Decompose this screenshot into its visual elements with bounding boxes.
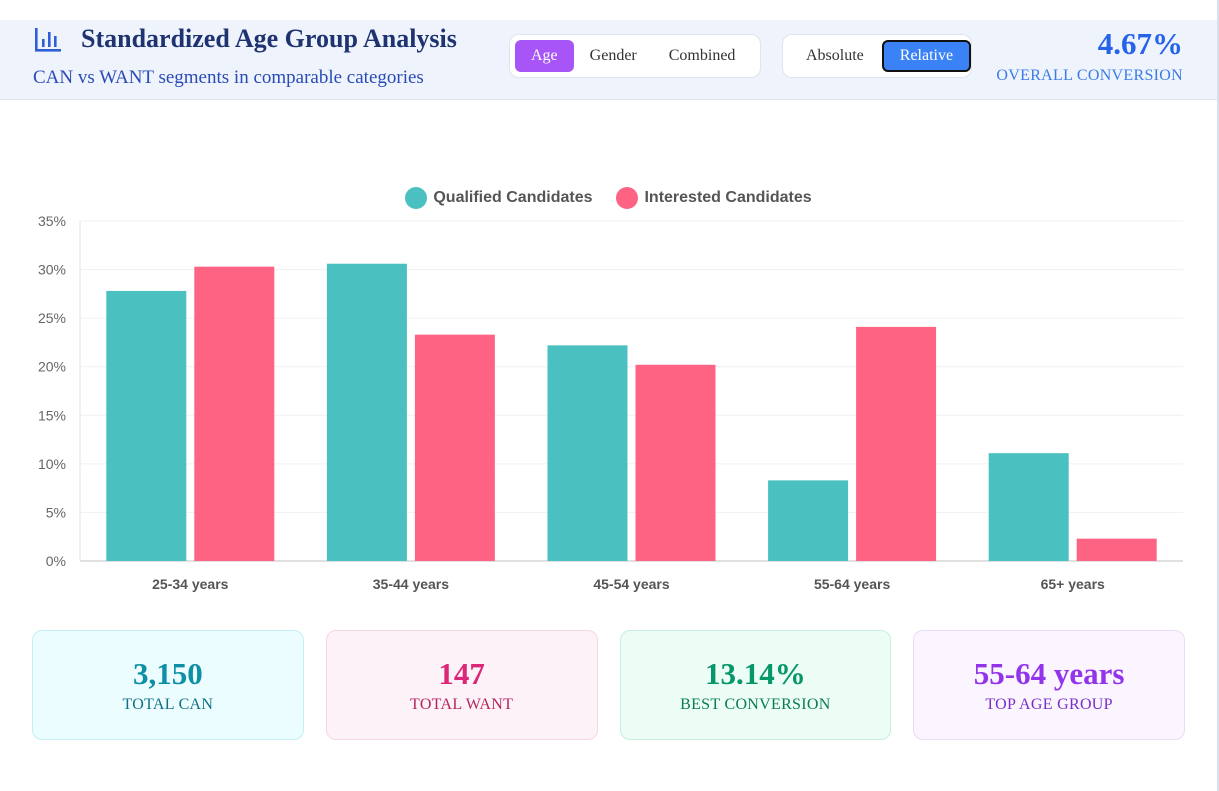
stat-card-total-want: 147 TOTAL WANT [325, 630, 598, 740]
y-tick-label: 20% [38, 359, 66, 375]
bar-interested [414, 334, 495, 561]
x-tick-label: 55-64 years [814, 576, 891, 592]
bar-qualified [768, 480, 849, 561]
legend-item-interested[interactable]: Interested Candidates [616, 187, 812, 209]
page-edge [1217, 0, 1219, 791]
x-tick-label: 65+ years [1041, 576, 1105, 592]
stat-label-top-age-group: TOP AGE GROUP [985, 696, 1113, 713]
bar-qualified [988, 453, 1069, 561]
stat-value-total-can: 3,150 [133, 656, 203, 691]
bar-qualified [547, 345, 628, 561]
x-tick-label: 35-44 years [373, 576, 450, 592]
y-tick-label: 35% [38, 213, 66, 229]
mode-toggle: Absolute Relative [782, 34, 972, 78]
x-tick-label: 45-54 years [593, 576, 670, 592]
chart-legend: Qualified Candidates Interested Candidat… [0, 187, 1217, 209]
y-tick-label: 15% [38, 407, 66, 423]
overall-conversion-label: OVERALL CONVERSION [996, 67, 1183, 84]
legend-label-interested: Interested Candidates [644, 189, 812, 206]
legend-item-qualified[interactable]: Qualified Candidates [405, 187, 592, 209]
bar-qualified [326, 263, 407, 561]
stat-value-total-want: 147 [438, 656, 485, 691]
stat-label-total-can: TOTAL CAN [122, 696, 214, 713]
stat-label-total-want: TOTAL WANT [410, 696, 514, 713]
stat-card-best-conversion: 13.14% BEST CONVERSION [619, 630, 892, 740]
relative-button[interactable]: Relative [881, 40, 972, 72]
stats-cards: 3,150 TOTAL CAN 147 TOTAL WANT 13.14% BE… [32, 630, 1185, 740]
page-subtitle: CAN vs WANT segments in comparable categ… [33, 67, 424, 88]
stat-value-top-age-group: 55-64 years [973, 656, 1125, 691]
y-tick-label: 25% [38, 310, 66, 326]
legend-swatch-qualified [405, 187, 428, 209]
stat-label-best-conversion: BEST CONVERSION [680, 696, 831, 713]
legend-label-qualified: Qualified Candidates [433, 189, 593, 206]
x-tick-label: 25-34 years [152, 576, 229, 592]
bar-interested [635, 364, 716, 561]
tab-gender[interactable]: Gender [589, 47, 637, 64]
stat-card-total-can: 3,150 TOTAL CAN [32, 630, 304, 740]
stat-card-top-age-group: 55-64 years TOP AGE GROUP [913, 630, 1185, 740]
overall-conversion-value: 4.67% [1097, 26, 1183, 61]
header-bar: Standardized Age Group Analysis CAN vs W… [0, 20, 1217, 100]
y-tick-label: 30% [38, 262, 66, 278]
bar-interested [1076, 538, 1157, 561]
y-tick-label: 0% [46, 553, 66, 569]
stat-value-best-conversion: 13.14% [705, 656, 806, 691]
bar-qualified [106, 290, 187, 561]
legend-swatch-interested [616, 187, 639, 209]
tab-combined[interactable]: Combined [668, 47, 736, 64]
group-toggle: Age Gender Combined [509, 34, 761, 78]
page-title: Standardized Age Group Analysis [81, 24, 457, 53]
bar-chart-icon [35, 28, 61, 52]
y-tick-label: 5% [46, 504, 66, 520]
bar-interested [194, 266, 275, 561]
y-tick-label: 10% [38, 456, 66, 472]
age-group-bar-chart: 0% 5% 10% 15% 20% 25% 30% 35% 25-34 years 35-44 y… [38, 213, 1183, 592]
tab-age[interactable]: Age [515, 40, 574, 72]
bar-interested [856, 326, 937, 561]
absolute-button[interactable]: Absolute [806, 47, 864, 64]
